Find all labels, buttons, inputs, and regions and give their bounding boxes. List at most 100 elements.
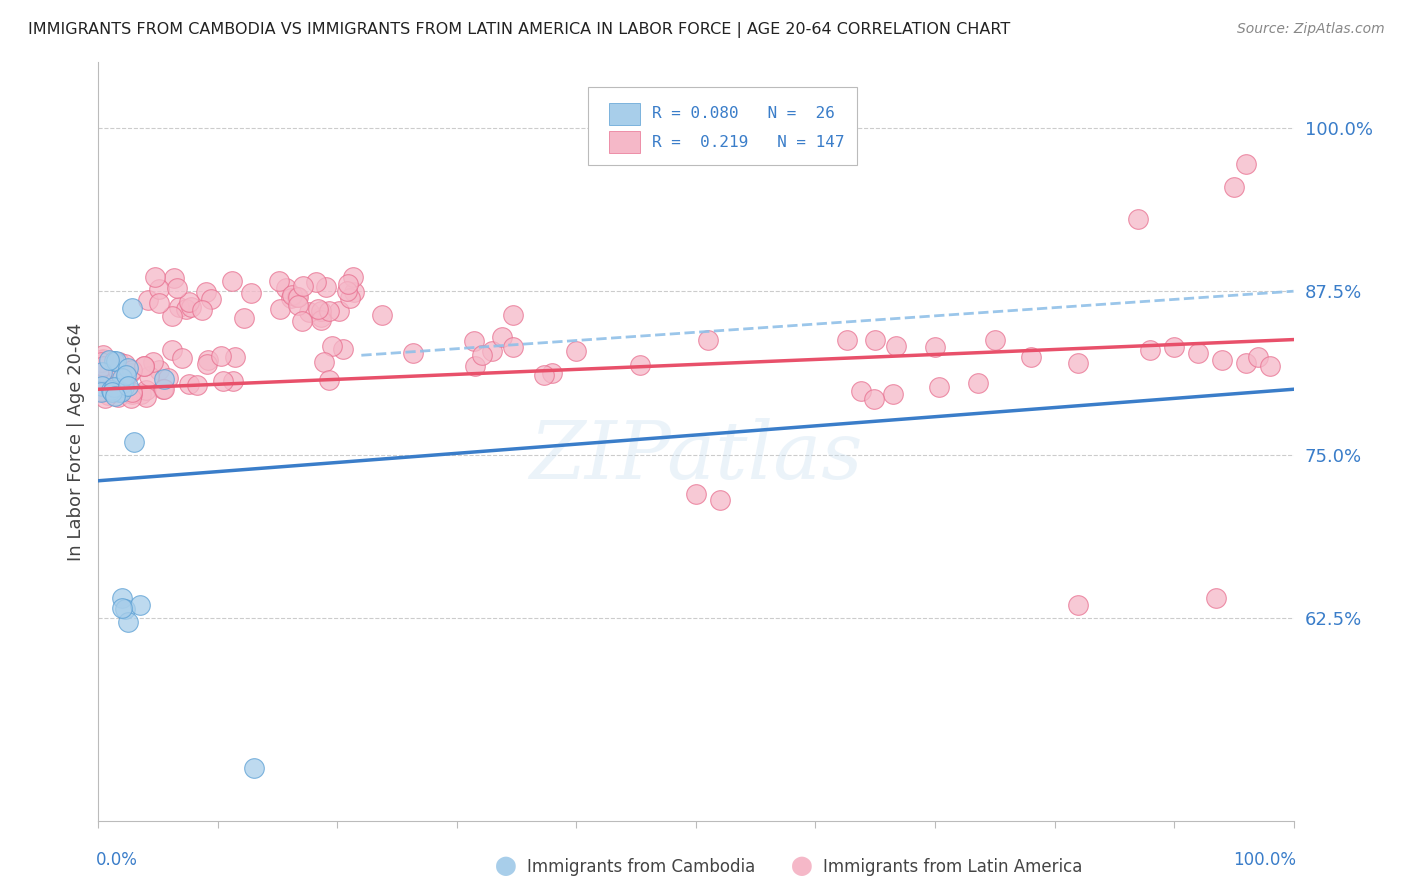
Point	[90, 376, 112, 391]
Point	[111, 376, 134, 391]
Point	[121, 384, 143, 399]
Point	[107, 364, 129, 378]
Point	[197, 353, 219, 368]
Point	[1223, 179, 1246, 194]
Point	[148, 296, 170, 310]
Point	[94, 392, 117, 406]
Bar	[609, 103, 640, 126]
Text: ⬤: ⬤	[790, 856, 813, 876]
Point	[148, 281, 170, 295]
Point	[332, 342, 354, 356]
Point	[108, 355, 131, 369]
Point	[186, 378, 208, 392]
Point	[179, 294, 201, 309]
Point	[129, 386, 152, 401]
Point	[491, 330, 513, 344]
Point	[103, 353, 125, 368]
Point	[174, 302, 197, 317]
Point	[297, 305, 319, 319]
Text: ⬤: ⬤	[495, 856, 517, 876]
Text: IMMIGRANTS FROM CAMBODIA VS IMMIGRANTS FROM LATIN AMERICA IN LABOR FORCE | AGE 2: IMMIGRANTS FROM CAMBODIA VS IMMIGRANTS F…	[28, 22, 1011, 38]
Point	[124, 434, 146, 449]
Point	[129, 598, 152, 612]
Point	[1234, 157, 1257, 171]
Point	[628, 358, 651, 372]
Point	[967, 376, 990, 391]
Point	[221, 374, 243, 388]
Point	[541, 366, 564, 380]
Point	[280, 291, 302, 305]
Point	[105, 353, 128, 368]
Point	[111, 591, 134, 606]
Point	[865, 333, 887, 347]
Point	[108, 383, 131, 397]
Point	[134, 359, 156, 374]
Point	[502, 340, 524, 354]
Point	[318, 304, 340, 318]
Text: R = 0.080   N =  26: R = 0.080 N = 26	[652, 106, 835, 121]
Point	[91, 359, 114, 373]
Point	[156, 371, 179, 385]
Point	[103, 379, 125, 393]
Point	[321, 339, 343, 353]
Point	[502, 308, 524, 322]
Point	[371, 309, 394, 323]
Point	[93, 368, 115, 382]
Point	[863, 392, 886, 406]
Point	[267, 274, 290, 288]
Text: Immigrants from Cambodia: Immigrants from Cambodia	[527, 858, 755, 876]
Bar	[609, 130, 640, 153]
Point	[305, 275, 328, 289]
Point	[111, 371, 134, 385]
Point	[103, 374, 125, 388]
Point	[311, 303, 333, 318]
Point	[464, 359, 486, 373]
Point	[269, 302, 291, 317]
Point	[132, 359, 155, 373]
Point	[91, 352, 114, 367]
Point	[104, 375, 127, 389]
Point	[285, 290, 308, 304]
Point	[121, 387, 143, 401]
Point	[1258, 359, 1281, 373]
Y-axis label: In Labor Force | Age 20-64: In Labor Force | Age 20-64	[66, 322, 84, 561]
Point	[1187, 345, 1209, 359]
Point	[104, 388, 127, 402]
Point	[96, 361, 118, 376]
Point	[315, 280, 337, 294]
Point	[101, 370, 124, 384]
Point	[1247, 350, 1270, 364]
Point	[114, 602, 136, 616]
Point	[463, 334, 485, 349]
Point	[197, 358, 219, 372]
Point	[1067, 356, 1090, 370]
Point	[148, 363, 170, 377]
Point	[117, 615, 139, 629]
Point	[91, 348, 114, 362]
Point	[884, 339, 907, 353]
Text: Immigrants from Latin America: Immigrants from Latin America	[823, 858, 1081, 876]
Point	[339, 292, 361, 306]
Point	[170, 351, 193, 365]
Point	[108, 359, 131, 374]
Point	[533, 368, 555, 383]
Point	[232, 311, 254, 326]
Point	[180, 300, 202, 314]
Point	[565, 344, 588, 359]
Point	[98, 353, 121, 368]
Point	[481, 344, 503, 359]
Point	[138, 293, 160, 307]
Point	[239, 285, 262, 300]
Point	[287, 290, 309, 304]
Point	[307, 301, 329, 316]
Point	[200, 292, 222, 306]
Point	[121, 363, 143, 377]
Point	[1234, 356, 1257, 370]
Point	[328, 303, 350, 318]
Point	[1211, 353, 1233, 368]
Point	[224, 350, 246, 364]
Point	[1019, 350, 1042, 364]
Point	[112, 379, 135, 393]
Point	[114, 380, 136, 394]
Point	[100, 354, 122, 368]
